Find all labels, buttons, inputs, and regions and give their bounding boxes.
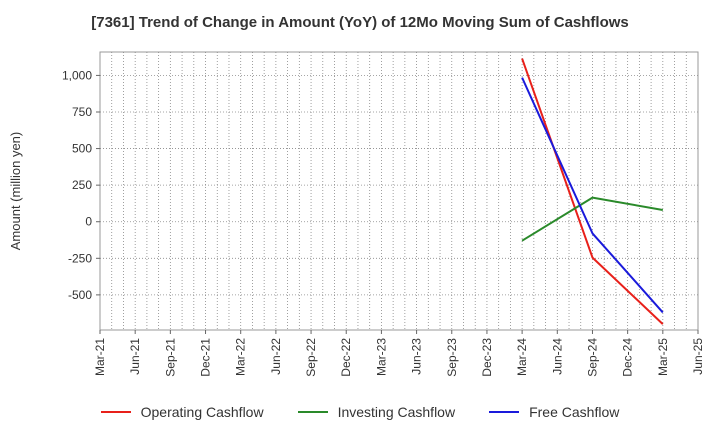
y-tick-label: -500	[68, 288, 92, 302]
legend-label-investing: Investing Cashflow	[337, 404, 456, 420]
plot-frame	[99, 51, 699, 331]
legend-item-operating: Operating Cashflow	[100, 404, 264, 420]
y-tick-label: 500	[72, 142, 92, 156]
legend-label-free: Free Cashflow	[529, 404, 620, 420]
y-tick-label: 0	[85, 215, 92, 229]
x-tick-label: Dec-22	[339, 338, 353, 377]
x-tick-label: Dec-23	[480, 338, 494, 377]
y-tick-label: 250	[72, 178, 92, 192]
legend-item-investing: Investing Cashflow	[297, 404, 456, 420]
x-tick-label: Jun-23	[410, 338, 424, 375]
x-tick-label: Mar-21	[93, 338, 107, 376]
chart-title: [7361] Trend of Change in Amount (YoY) o…	[91, 14, 629, 31]
x-tick-label: Mar-25	[656, 338, 670, 376]
x-tick-label: Dec-24	[621, 338, 635, 377]
x-tick-label: Dec-21	[199, 338, 213, 377]
legend: Operating Cashflow Investing Cashflow Fr…	[0, 404, 720, 420]
x-tick-label: Mar-23	[374, 338, 388, 376]
series-line-operating-cashflow	[521, 58, 664, 325]
legend-swatch-investing	[297, 411, 328, 413]
x-tick-label: Sep-24	[585, 338, 599, 377]
legend-label-operating: Operating Cashflow	[140, 404, 264, 420]
x-tick-label: Sep-21	[163, 338, 177, 377]
legend-item-free: Free Cashflow	[489, 404, 619, 420]
series-line-free-cashflow	[521, 77, 664, 314]
x-tick-label: Sep-23	[445, 338, 459, 377]
x-tick-label: Mar-22	[234, 338, 248, 376]
y-axis-label: Amount (million yen)	[8, 132, 23, 251]
x-tick-label: Jun-25	[691, 338, 705, 375]
series-line-investing-cashflow	[521, 196, 663, 242]
y-tick-label: -250	[68, 251, 92, 265]
x-tick-label: Sep-22	[304, 338, 318, 377]
legend-swatch-operating	[100, 411, 131, 413]
x-tick-label: Jun-21	[128, 338, 142, 375]
y-tick-label: 1,000	[62, 68, 92, 82]
x-tick-label: Mar-24	[515, 338, 529, 376]
y-tick-label: 750	[72, 105, 92, 119]
x-tick-label: Jun-24	[550, 338, 564, 375]
x-tick-label: Jun-22	[269, 338, 283, 375]
legend-swatch-free	[489, 411, 520, 413]
